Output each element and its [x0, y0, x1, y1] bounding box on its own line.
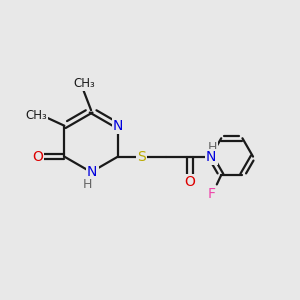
Text: S: S — [137, 150, 146, 164]
Text: O: O — [32, 150, 43, 164]
Text: O: O — [184, 175, 196, 189]
Text: CH₃: CH₃ — [26, 109, 47, 122]
Text: F: F — [208, 187, 216, 201]
Text: CH₃: CH₃ — [73, 77, 94, 90]
Text: H: H — [208, 141, 217, 154]
Text: N: N — [206, 150, 216, 164]
Text: N: N — [87, 165, 98, 179]
Text: H: H — [83, 178, 92, 191]
Text: N: N — [113, 119, 123, 133]
